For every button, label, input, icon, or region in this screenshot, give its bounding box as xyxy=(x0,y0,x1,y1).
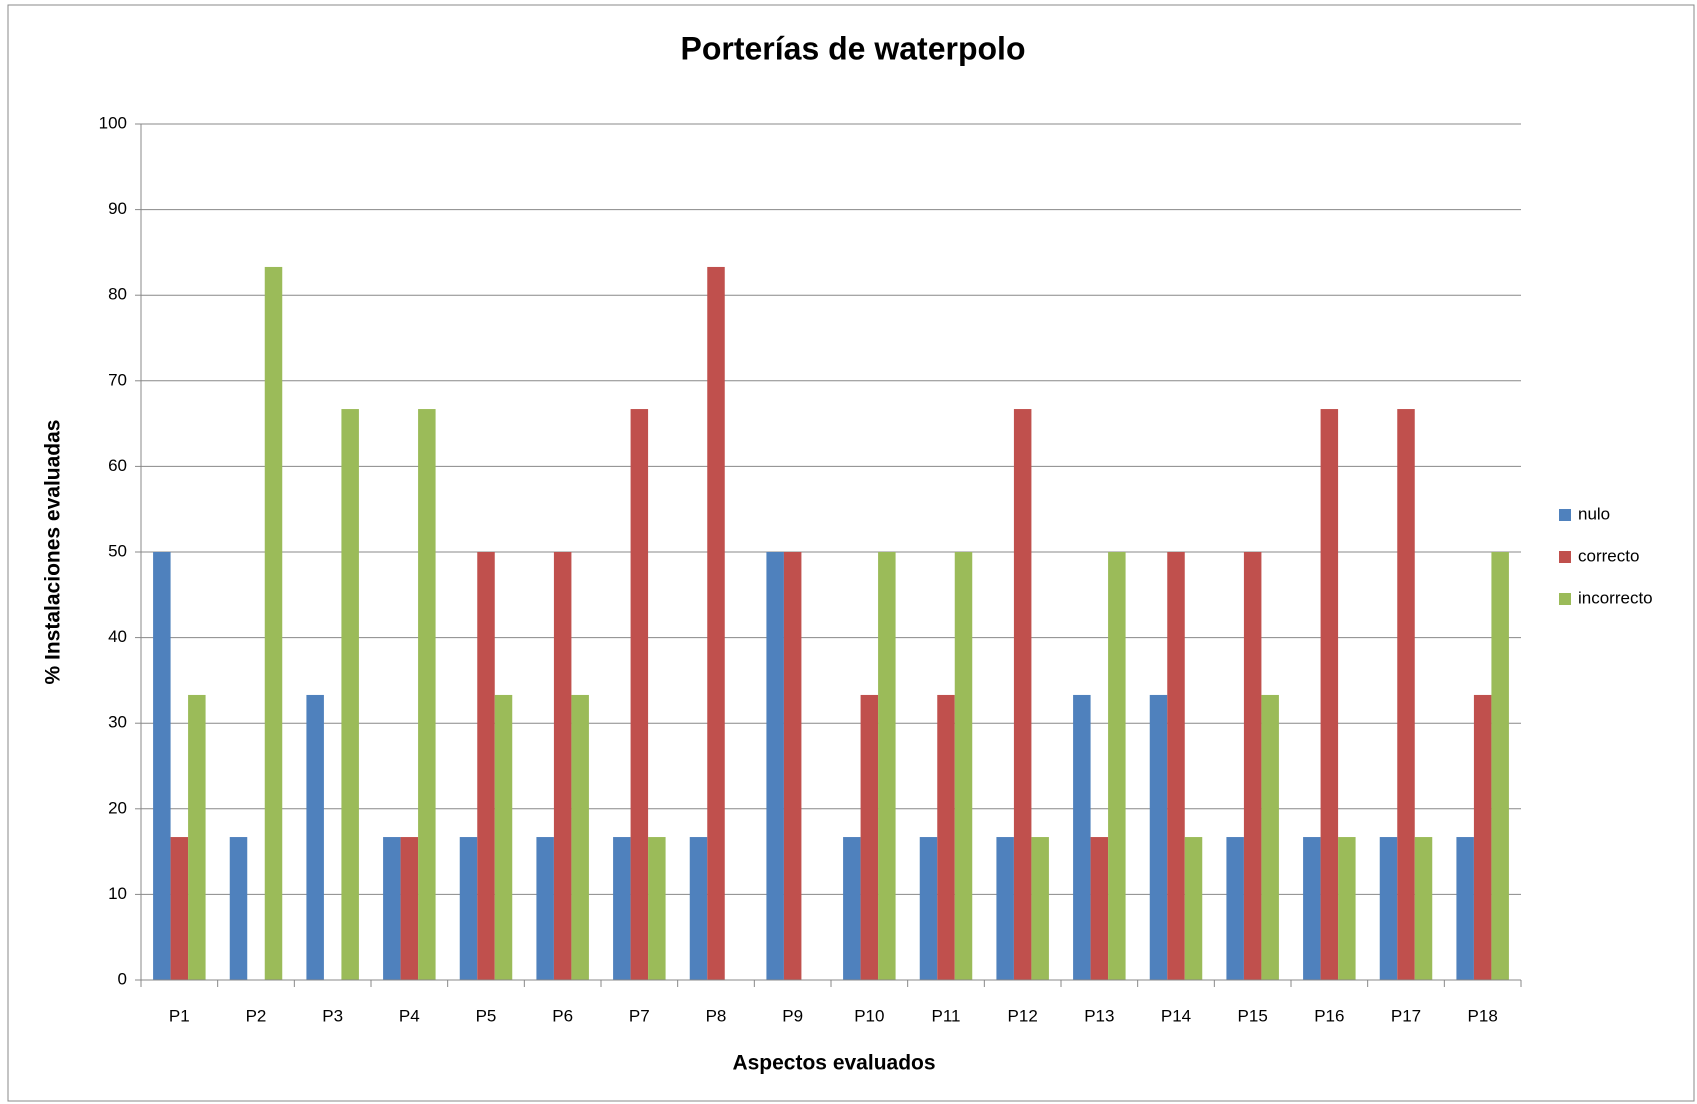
bar xyxy=(1397,409,1415,981)
bar xyxy=(783,552,802,980)
bar xyxy=(843,837,861,980)
bar xyxy=(860,694,879,980)
bar xyxy=(170,837,189,980)
bar xyxy=(229,837,248,980)
bar xyxy=(383,837,401,980)
bar xyxy=(1379,837,1398,980)
legend-label: correcto xyxy=(1578,546,1639,565)
bar xyxy=(553,552,572,980)
x-tick-label: P4 xyxy=(399,1006,420,1025)
x-axis-title: Aspectos evaluados xyxy=(732,1052,935,1075)
legend-swatch xyxy=(1559,509,1571,521)
bar xyxy=(707,266,725,980)
legend-swatch xyxy=(1559,593,1571,605)
x-tick-label: P9 xyxy=(782,1006,803,1025)
bar xyxy=(613,837,631,980)
bar xyxy=(1320,409,1339,981)
bar xyxy=(477,552,495,980)
bar xyxy=(1414,837,1433,980)
bar xyxy=(630,409,649,981)
bar xyxy=(1261,694,1279,980)
bar xyxy=(1073,694,1091,980)
bar xyxy=(996,837,1014,980)
bar xyxy=(1031,837,1049,980)
bar xyxy=(1243,552,1262,980)
x-tick-label: P16 xyxy=(1314,1006,1344,1025)
bar xyxy=(954,552,973,980)
bar xyxy=(1456,837,1474,980)
y-tick-label: 40 xyxy=(108,627,127,646)
bar xyxy=(1491,552,1509,980)
bar xyxy=(1226,837,1244,980)
chart-title: Porterías de waterpolo xyxy=(681,30,1026,66)
bar xyxy=(648,837,666,980)
bar xyxy=(153,552,171,980)
x-tick-label: P6 xyxy=(552,1006,573,1025)
bar xyxy=(1090,837,1109,980)
bar xyxy=(1167,552,1185,980)
bar xyxy=(264,266,283,980)
x-tick-label: P1 xyxy=(169,1006,190,1025)
legend-swatch xyxy=(1559,551,1571,563)
x-tick-label: P3 xyxy=(322,1006,343,1025)
bar xyxy=(306,694,324,980)
x-tick-label: P11 xyxy=(932,1006,961,1025)
bar xyxy=(536,837,554,980)
bar xyxy=(494,694,513,980)
y-tick-label: 70 xyxy=(108,370,127,389)
bar xyxy=(418,409,436,981)
x-tick-label: P10 xyxy=(854,1006,884,1025)
bar xyxy=(1473,694,1492,980)
y-tick-label: 80 xyxy=(108,285,127,304)
bar xyxy=(400,837,419,980)
bar xyxy=(1013,409,1032,981)
bar xyxy=(341,409,359,981)
chart-border xyxy=(7,4,1695,1102)
x-tick-label: P17 xyxy=(1391,1006,1421,1025)
y-tick-label: 0 xyxy=(118,969,127,988)
y-tick-label: 50 xyxy=(108,541,127,560)
bar xyxy=(188,694,206,980)
bar xyxy=(1108,552,1126,980)
legend-label: incorrecto xyxy=(1578,588,1653,607)
bar xyxy=(919,837,938,980)
x-tick-label: P18 xyxy=(1468,1006,1498,1025)
x-tick-label: P14 xyxy=(1161,1006,1191,1025)
bar xyxy=(766,552,784,980)
bar xyxy=(1184,837,1203,980)
x-tick-label: P7 xyxy=(629,1006,650,1025)
bar xyxy=(937,694,955,980)
y-tick-label: 30 xyxy=(108,713,127,732)
y-tick-label: 100 xyxy=(99,113,127,132)
bar xyxy=(689,837,708,980)
bar xyxy=(878,552,896,980)
legend-label: nulo xyxy=(1578,504,1610,523)
bar xyxy=(1303,837,1321,980)
bar xyxy=(1338,837,1356,980)
x-tick-label: P8 xyxy=(706,1006,727,1025)
y-tick-label: 90 xyxy=(108,199,127,218)
y-axis-title: % Instalaciones evaluadas xyxy=(42,420,65,685)
x-tick-label: P5 xyxy=(476,1006,497,1025)
y-tick-label: 20 xyxy=(108,798,127,817)
x-tick-label: P15 xyxy=(1238,1006,1268,1025)
bar xyxy=(459,837,478,980)
y-tick-label: 60 xyxy=(108,456,127,475)
bar xyxy=(571,694,589,980)
x-tick-label: P12 xyxy=(1008,1006,1038,1025)
bar xyxy=(1149,694,1168,980)
y-tick-label: 10 xyxy=(108,884,127,903)
x-tick-label: P2 xyxy=(246,1006,267,1025)
x-tick-label: P13 xyxy=(1084,1006,1114,1025)
